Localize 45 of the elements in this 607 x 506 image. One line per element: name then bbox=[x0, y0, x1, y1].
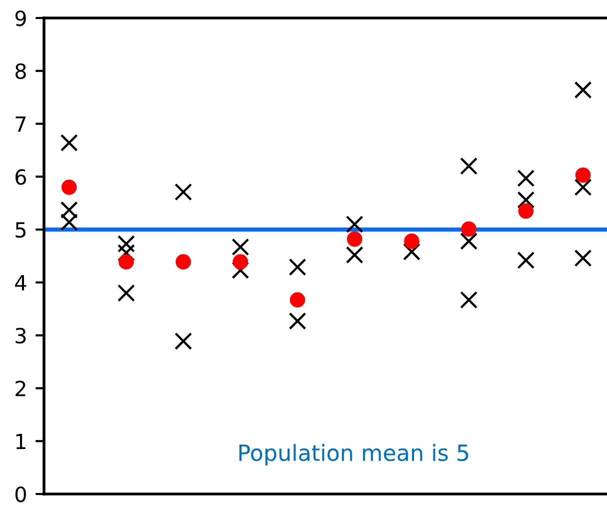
point bbox=[232, 254, 248, 270]
point bbox=[518, 203, 534, 219]
point bbox=[517, 251, 535, 269]
point bbox=[288, 258, 306, 276]
point bbox=[60, 134, 78, 152]
point bbox=[460, 157, 478, 175]
point bbox=[232, 238, 250, 256]
point bbox=[117, 235, 135, 253]
point bbox=[346, 216, 364, 234]
point bbox=[290, 292, 306, 308]
point bbox=[288, 312, 306, 330]
point bbox=[117, 284, 135, 302]
y-tick-label: 1 bbox=[16, 434, 26, 450]
point bbox=[174, 183, 192, 201]
annotation: Population mean is 5 bbox=[239, 444, 468, 466]
point bbox=[517, 191, 535, 209]
y-tick-label: 5 bbox=[16, 222, 26, 238]
point bbox=[61, 180, 77, 195]
y-tick-label: 0 bbox=[15, 486, 26, 502]
point bbox=[461, 221, 476, 237]
point bbox=[60, 201, 78, 219]
y-tick-label: 9 bbox=[15, 10, 26, 26]
point bbox=[118, 254, 134, 270]
point bbox=[176, 254, 191, 270]
y-tick-label: 2 bbox=[16, 380, 26, 396]
point bbox=[574, 81, 592, 99]
point bbox=[232, 262, 250, 280]
point bbox=[60, 213, 78, 231]
point bbox=[574, 178, 592, 196]
point bbox=[346, 246, 364, 264]
point bbox=[574, 249, 592, 267]
point bbox=[117, 244, 135, 262]
point bbox=[460, 291, 478, 309]
point bbox=[517, 170, 535, 187]
point bbox=[174, 332, 192, 350]
y-tick-label: 7 bbox=[16, 116, 26, 132]
point bbox=[402, 243, 420, 261]
y-tick-label: 4 bbox=[15, 275, 26, 290]
y-tick-label: 8 bbox=[15, 63, 26, 80]
point bbox=[404, 234, 420, 249]
point bbox=[346, 231, 362, 247]
y-tick-label: 3 bbox=[16, 328, 26, 344]
point bbox=[460, 232, 478, 250]
point bbox=[575, 167, 591, 183]
y-tick-label: 6 bbox=[16, 169, 26, 185]
